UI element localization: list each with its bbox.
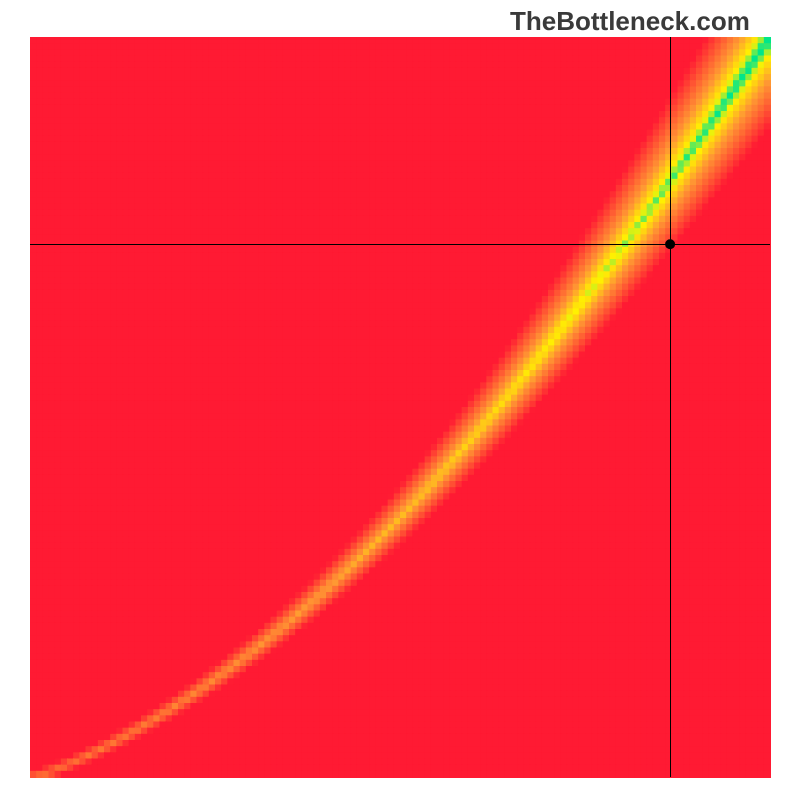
bottleneck-heatmap bbox=[0, 0, 800, 800]
watermark-text: TheBottleneck.com bbox=[510, 6, 750, 37]
